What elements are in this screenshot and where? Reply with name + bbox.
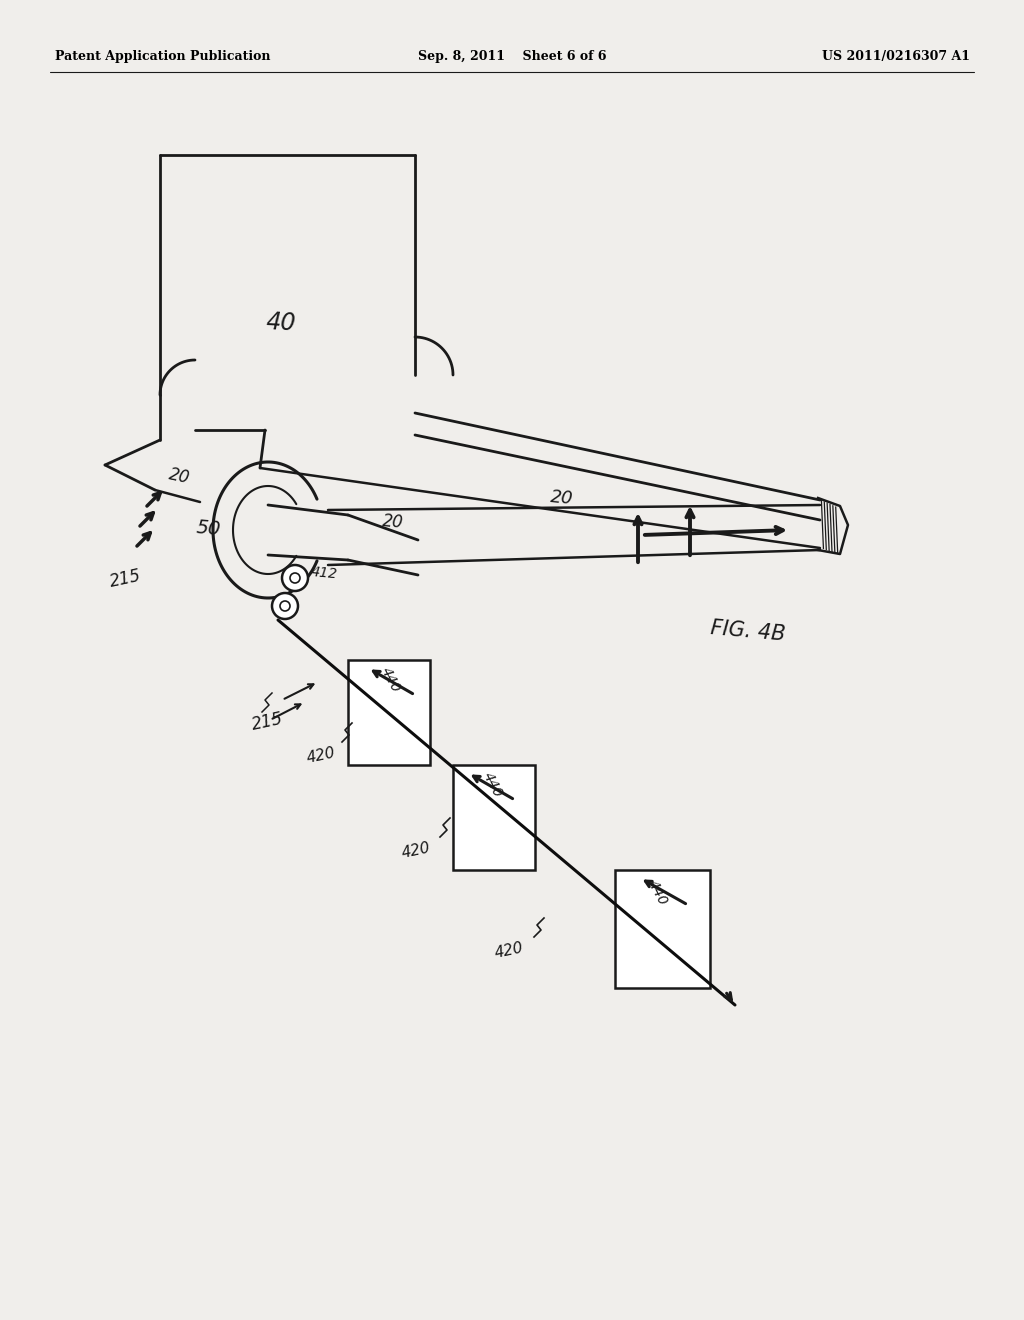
Circle shape <box>280 601 290 611</box>
Circle shape <box>290 573 300 583</box>
Text: 20: 20 <box>382 512 404 532</box>
Text: 420: 420 <box>493 940 524 961</box>
Text: 40: 40 <box>265 310 296 335</box>
Circle shape <box>272 593 298 619</box>
Text: 215: 215 <box>250 710 285 734</box>
Text: 20: 20 <box>550 488 574 508</box>
Bar <box>615 870 710 987</box>
Bar <box>453 766 535 870</box>
Text: 420: 420 <box>400 840 432 861</box>
Text: 420: 420 <box>305 744 337 766</box>
Text: Patent Application Publication: Patent Application Publication <box>55 50 270 63</box>
Text: 20: 20 <box>167 465 191 487</box>
Bar <box>348 660 430 766</box>
Text: 440: 440 <box>378 665 402 696</box>
Text: 440: 440 <box>480 770 505 800</box>
Text: FIG. 4B: FIG. 4B <box>710 618 786 644</box>
Text: 215: 215 <box>108 568 143 591</box>
Text: 50: 50 <box>195 517 221 539</box>
Text: Sep. 8, 2011    Sheet 6 of 6: Sep. 8, 2011 Sheet 6 of 6 <box>418 50 606 63</box>
Circle shape <box>282 565 308 591</box>
Text: US 2011/0216307 A1: US 2011/0216307 A1 <box>822 50 970 63</box>
Text: 440: 440 <box>645 878 670 908</box>
Text: 412: 412 <box>310 565 338 581</box>
